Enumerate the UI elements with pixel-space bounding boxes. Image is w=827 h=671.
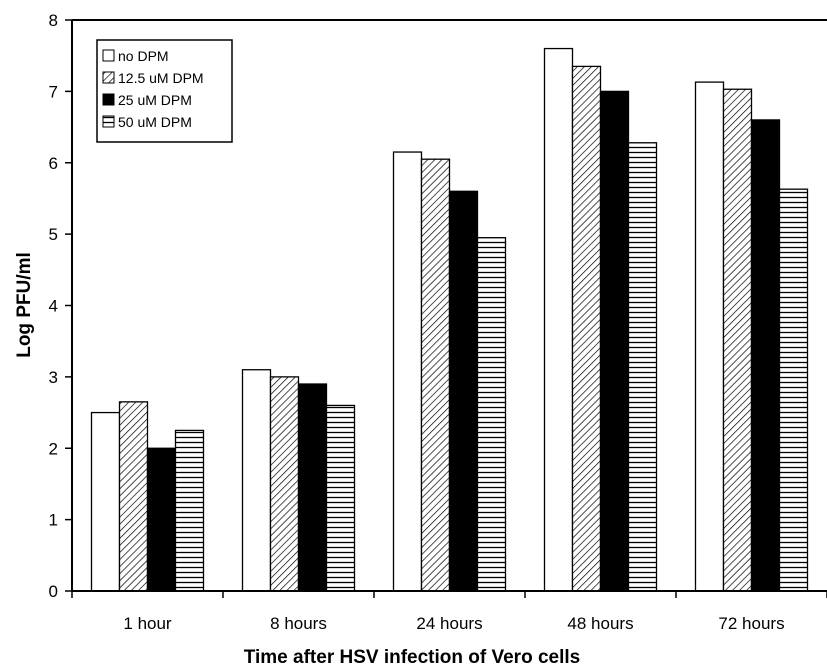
bar-5-2: [722, 88, 753, 592]
y-tick-label: 2: [49, 439, 58, 458]
legend-swatch: [102, 93, 115, 106]
legend-label: 50 uM DPM: [118, 114, 192, 130]
x-tick-label: 24 hours: [416, 614, 482, 633]
bar-3-3: [448, 190, 479, 592]
y-tick-label: 3: [49, 368, 58, 387]
bar-1-3: [146, 447, 177, 592]
legend-swatch: [102, 71, 115, 84]
bar-2-1: [241, 369, 272, 592]
y-tick-label: 0: [49, 582, 58, 601]
legend-label: 25 uM DPM: [118, 92, 192, 108]
bar-4-1: [543, 47, 574, 592]
bar-3-1: [392, 151, 423, 592]
bar-1-2: [118, 401, 149, 592]
bar-4-3: [599, 90, 630, 592]
bar-1-4: [174, 429, 205, 592]
bar-3-4: [476, 237, 507, 592]
legend-label: no DPM: [118, 48, 169, 64]
y-tick-label: 6: [49, 154, 58, 173]
x-axis-title: Time after HSV infection of Vero cells: [244, 647, 580, 668]
bar-4-2: [571, 65, 602, 592]
y-tick-label: 7: [49, 82, 58, 101]
x-tick-label: 48 hours: [567, 614, 633, 633]
bar-4-4: [627, 142, 658, 592]
bar-5-4: [778, 188, 809, 592]
bar-5-3: [750, 119, 781, 592]
x-tick-label: 8 hours: [270, 614, 327, 633]
bar-1-1: [90, 411, 121, 592]
y-tick-label: 5: [49, 225, 58, 244]
legend-box: [96, 39, 233, 143]
y-axis-title: Log PFU/ml: [14, 252, 35, 358]
bar-2-2: [269, 376, 300, 592]
x-tick-label: 1 hour: [123, 614, 172, 633]
ticks-layer: 0 1 2 3 4 5 6 7 8 1 hour 8 hours 24 hours 48 hours 72…: [49, 11, 827, 633]
y-tick-label: 1: [49, 511, 58, 530]
bar-2-4: [325, 404, 356, 592]
x-tick-label: 72 hours: [718, 614, 784, 633]
bar-5-1: [694, 81, 725, 592]
legend-swatch: [102, 49, 115, 62]
bars-layer: [90, 47, 809, 592]
y-tick-label: 8: [49, 11, 58, 30]
y-tick-label: 4: [49, 297, 58, 316]
bar-3-2: [420, 158, 451, 592]
legend-label: 12.5 uM DPM: [118, 70, 204, 86]
legend-swatch: [102, 115, 115, 128]
bar-2-3: [297, 383, 328, 592]
legend: no DPM 12.5 uM DPM 25 uM DPM 50 uM DPM: [96, 39, 233, 143]
